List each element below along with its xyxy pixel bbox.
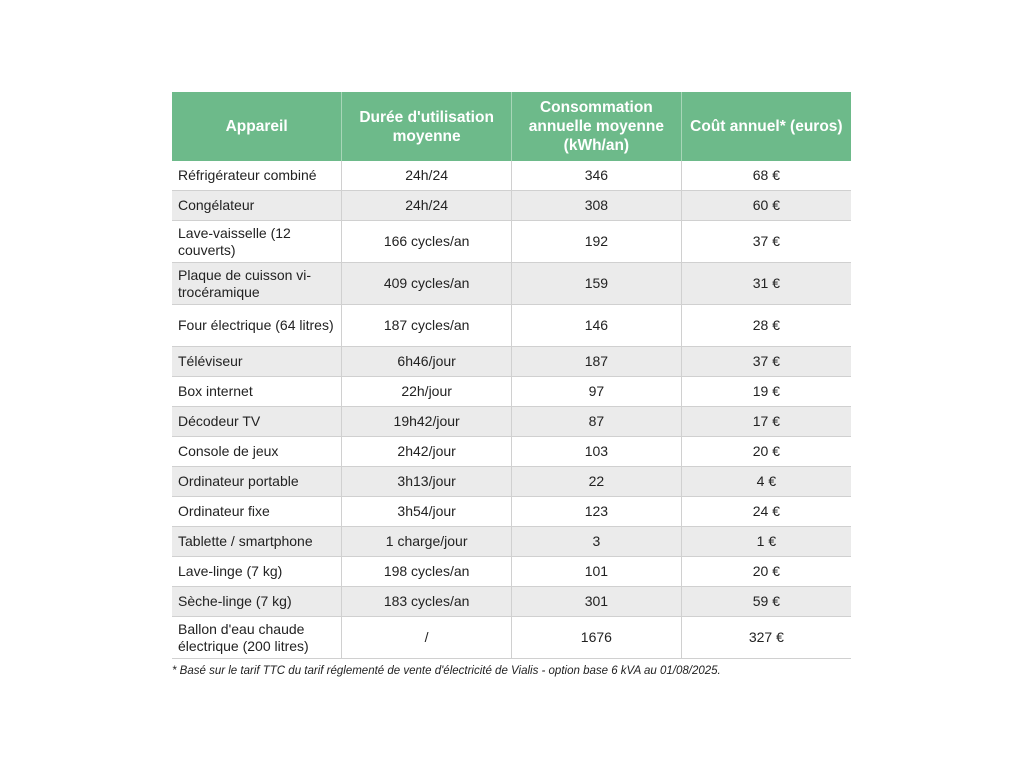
header-cout: Coût annuel* (euros)	[680, 92, 851, 161]
table-row: Tablette / smartphone 1 charge/jour 3 1 €	[172, 526, 851, 557]
table-row: Four électrique (64 litres) 187 cycles/an…	[172, 304, 851, 347]
cell-cost: 327 €	[680, 616, 851, 659]
cell-consumption: 1676	[511, 616, 682, 659]
table-row: Décodeur TV 19h42/jour 87 17 €	[172, 406, 851, 437]
cell-cost: 28 €	[680, 304, 851, 347]
cell-cost: 31 €	[680, 262, 851, 305]
cell-duration: 24h/24	[341, 161, 512, 191]
cell-cost: 1 €	[680, 526, 851, 557]
cell-duration: 166 cycles/an	[341, 220, 512, 263]
cell-cost: 68 €	[680, 161, 851, 191]
header-appareil: Appareil	[172, 92, 342, 161]
cell-cost: 20 €	[680, 436, 851, 467]
cell-consumption: 159	[511, 262, 682, 305]
cell-duration: 1 charge/jour	[341, 526, 512, 557]
table-row: Téléviseur 6h46/jour 187 37 €	[172, 346, 851, 377]
cell-duration: 6h46/jour	[341, 346, 512, 377]
cell-appliance: Box internet	[172, 376, 342, 407]
cell-appliance: Réfrigérateur combiné	[172, 161, 342, 191]
cell-duration: 183 cycles/an	[341, 586, 512, 617]
header-duree: Durée d'utilisation moyenne	[341, 92, 512, 161]
footnote: * Basé sur le tarif TTC du tarif régleme…	[172, 665, 721, 677]
cell-cost: 60 €	[680, 190, 851, 221]
cell-duration: 22h/jour	[341, 376, 512, 407]
cell-cost: 59 €	[680, 586, 851, 617]
header-consommation: Consommation annuelle moyenne (kWh/an)	[511, 92, 682, 161]
cell-consumption: 103	[511, 436, 682, 467]
cell-consumption: 123	[511, 496, 682, 527]
cell-consumption: 187	[511, 346, 682, 377]
table-row: Réfrigérateur combiné 24h/24 346 68 €	[172, 161, 851, 191]
table-row: Lave-linge (7 kg) 198 cycles/an 101 20 €	[172, 556, 851, 587]
cell-appliance: Lave-linge (7 kg)	[172, 556, 342, 587]
cell-appliance: Console de jeux	[172, 436, 342, 467]
table-row: Lave-vaisselle (12 couverts) 166 cycles/a…	[172, 220, 851, 263]
cell-consumption: 22	[511, 466, 682, 497]
table-row: Box internet 22h/jour 97 19 €	[172, 376, 851, 407]
cell-consumption: 301	[511, 586, 682, 617]
cell-consumption: 308	[511, 190, 682, 221]
cell-duration: 2h42/jour	[341, 436, 512, 467]
cell-cost: 24 €	[680, 496, 851, 527]
cell-appliance: Décodeur TV	[172, 406, 342, 437]
cell-cost: 37 €	[680, 346, 851, 377]
cell-duration: 3h54/jour	[341, 496, 512, 527]
table-row: Ballon d'eau chaude électrique (200 litr…	[172, 616, 851, 659]
cell-consumption: 3	[511, 526, 682, 557]
cell-consumption: 101	[511, 556, 682, 587]
cell-appliance: Tablette / smartphone	[172, 526, 342, 557]
cell-appliance: Lave-vaisselle (12 couverts)	[172, 220, 342, 263]
cell-appliance: Congélateur	[172, 190, 342, 221]
cell-cost: 19 €	[680, 376, 851, 407]
table-row: Ordinateur portable 3h13/jour 22 4 €	[172, 466, 851, 497]
cell-appliance: Four électrique (64 litres)	[172, 304, 342, 347]
table-row: Plaque de cuisson vi-trocéramique 409 cyc…	[172, 262, 851, 305]
cell-appliance: Téléviseur	[172, 346, 342, 377]
cell-duration: 198 cycles/an	[341, 556, 512, 587]
cell-consumption: 346	[511, 161, 682, 191]
cell-cost: 37 €	[680, 220, 851, 263]
cell-duration: 409 cycles/an	[341, 262, 512, 305]
table-row: Ordinateur fixe 3h54/jour 123 24 €	[172, 496, 851, 527]
cell-appliance: Ballon d'eau chaude électrique (200 litr…	[172, 616, 342, 659]
cell-duration: 19h42/jour	[341, 406, 512, 437]
cell-cost: 20 €	[680, 556, 851, 587]
table-row: Congélateur 24h/24 308 60 €	[172, 190, 851, 221]
consumption-table: Appareil Durée d'utilisation moyenne Con…	[172, 92, 851, 659]
table-row: Console de jeux 2h42/jour 103 20 €	[172, 436, 851, 467]
header-row: Appareil Durée d'utilisation moyenne Con…	[172, 92, 851, 161]
cell-consumption: 192	[511, 220, 682, 263]
cell-duration: 187 cycles/an	[341, 304, 512, 347]
cell-consumption: 97	[511, 376, 682, 407]
cell-consumption: 87	[511, 406, 682, 437]
cell-duration: /	[341, 616, 512, 659]
cell-cost: 17 €	[680, 406, 851, 437]
cell-appliance: Ordinateur fixe	[172, 496, 342, 527]
cell-consumption: 146	[511, 304, 682, 347]
cell-cost: 4 €	[680, 466, 851, 497]
cell-duration: 24h/24	[341, 190, 512, 221]
table-row: Sèche-linge (7 kg) 183 cycles/an 301 59 €	[172, 586, 851, 617]
cell-duration: 3h13/jour	[341, 466, 512, 497]
cell-appliance: Sèche-linge (7 kg)	[172, 586, 342, 617]
cell-appliance: Plaque de cuisson vi-trocéramique	[172, 262, 342, 305]
cell-appliance: Ordinateur portable	[172, 466, 342, 497]
